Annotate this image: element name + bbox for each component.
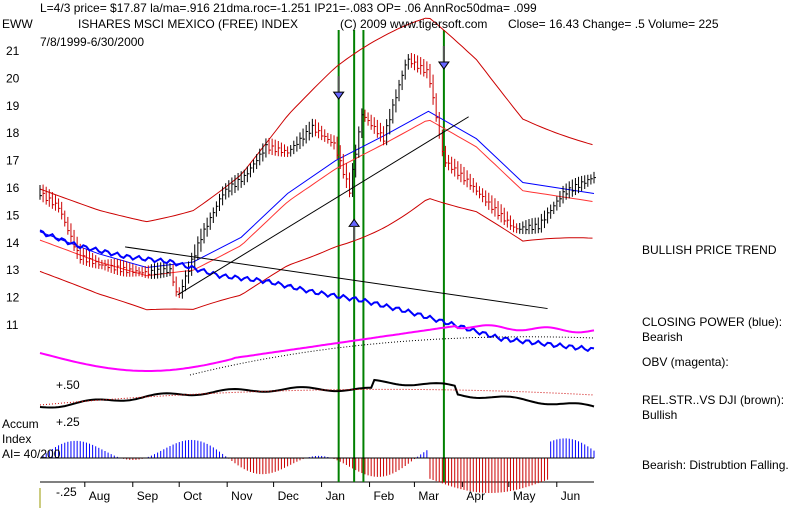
x-tick-label: Aug [89,489,110,503]
accum-note: Bearish: Distrubtion Falling. [642,458,789,472]
closing-power-title: CLOSING POWER (blue): [642,315,782,329]
copyright: (C) 2009 www.tigersoft.com [340,17,487,31]
closing-power-line [39,229,595,353]
header-line: L=4/3 price= $17.87 la/ma=.916 21dma.roc… [40,1,537,15]
short-ma-line [39,119,593,277]
y-tick-label: 12 [6,291,20,305]
x-tick-label: Jun [561,489,580,503]
y-tick-label: 20 [6,71,20,85]
indicator-tick-label: +.25 [56,415,80,429]
x-tick-label: Oct [183,489,202,503]
date-range: 7/8/1999-6/30/2000 [40,35,144,49]
accum-label-2: Index [2,432,31,446]
x-tick-label: Nov [231,489,252,503]
chart-gridlines: 21 20 19 18 17 16 15 14 13 12 11 Aug Sep Oct Nov Dec Jan… [6,30,594,508]
chart-series [39,17,596,493]
x-tick-label: Feb [374,489,395,503]
x-tick-label: Sep [137,489,159,503]
obv-line [39,324,595,372]
sell-arrow [437,45,450,70]
y-tick-label: 14 [6,236,20,250]
y-tick-label: 16 [6,181,20,195]
downtrend-line [125,246,548,310]
x-tick-label: Dec [278,489,299,503]
relstr-title: REL.STR..VS DJI (brown): [642,393,784,407]
x-tick-label: May [513,489,536,503]
x-tick-label: Apr [466,489,485,503]
chart-marks [332,45,450,241]
y-tick-label: 15 [6,208,20,222]
accum-label-1: Accum [2,417,39,431]
y-tick-label: 13 [6,263,20,277]
buy-arrow [348,218,361,241]
y-tick-label: 17 [6,154,20,168]
relative-strength-line [39,378,595,409]
x-tick-label: Jan [326,489,345,503]
y-tick-label: 11 [6,318,19,332]
indicator-tick-label: -.25 [56,485,77,499]
upper-band [39,17,593,223]
uptrend-line [177,116,469,296]
trend-label: BULLISH PRICE TREND [642,243,777,257]
lower-band [39,198,593,311]
x-tick-label: Mar [418,489,439,503]
symbol-label: EWW [2,17,33,31]
obv-label: OBV (magenta): [642,355,729,369]
y-tick-label: 21 [6,44,20,58]
accum-label-3: AI= 40/200 [2,447,61,461]
closing-power-value: Bearish [642,330,683,344]
y-tick-label: 18 [6,126,20,140]
moving-average-line [39,110,595,269]
indicator-tick-label: +.50 [56,378,80,392]
fund-name: ISHARES MSCI MEXICO (FREE) INDEX [78,17,298,31]
y-tick-label: 19 [6,99,20,113]
quote-line: Close= 16.43 Change= .5 Volume= 225 [508,17,719,31]
relstr-value: Bullish [642,408,677,422]
sell-arrow [332,76,345,100]
